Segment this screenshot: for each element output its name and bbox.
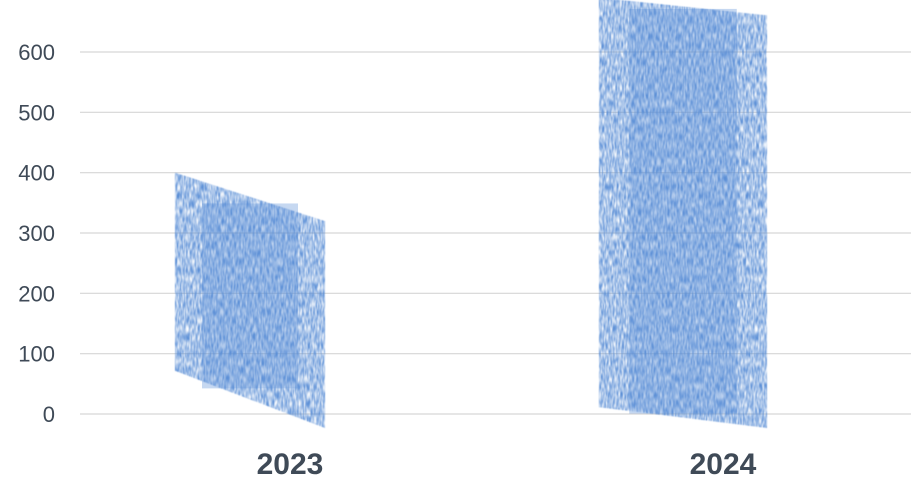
bars [175, 0, 767, 428]
x-category-label: 2024 [690, 448, 757, 480]
y-tick-label: 300 [18, 221, 55, 246]
y-tick-label: 0 [43, 402, 55, 427]
y-axis-ticks: 0 100 200 300 400 500 600 [18, 40, 55, 427]
x-category-label: 2023 [257, 448, 324, 480]
y-tick-label: 200 [18, 281, 55, 306]
y-tick-label: 100 [18, 342, 55, 367]
y-tick-label: 400 [18, 161, 55, 186]
x-axis-categories: 2023 2024 [257, 448, 757, 480]
y-tick-label: 600 [18, 40, 55, 65]
bar-core-2023 [202, 203, 298, 389]
bar-2024 [599, 0, 767, 428]
bar-2023 [175, 172, 325, 428]
y-tick-label: 500 [18, 100, 55, 125]
bar-core-2024 [629, 8, 737, 414]
